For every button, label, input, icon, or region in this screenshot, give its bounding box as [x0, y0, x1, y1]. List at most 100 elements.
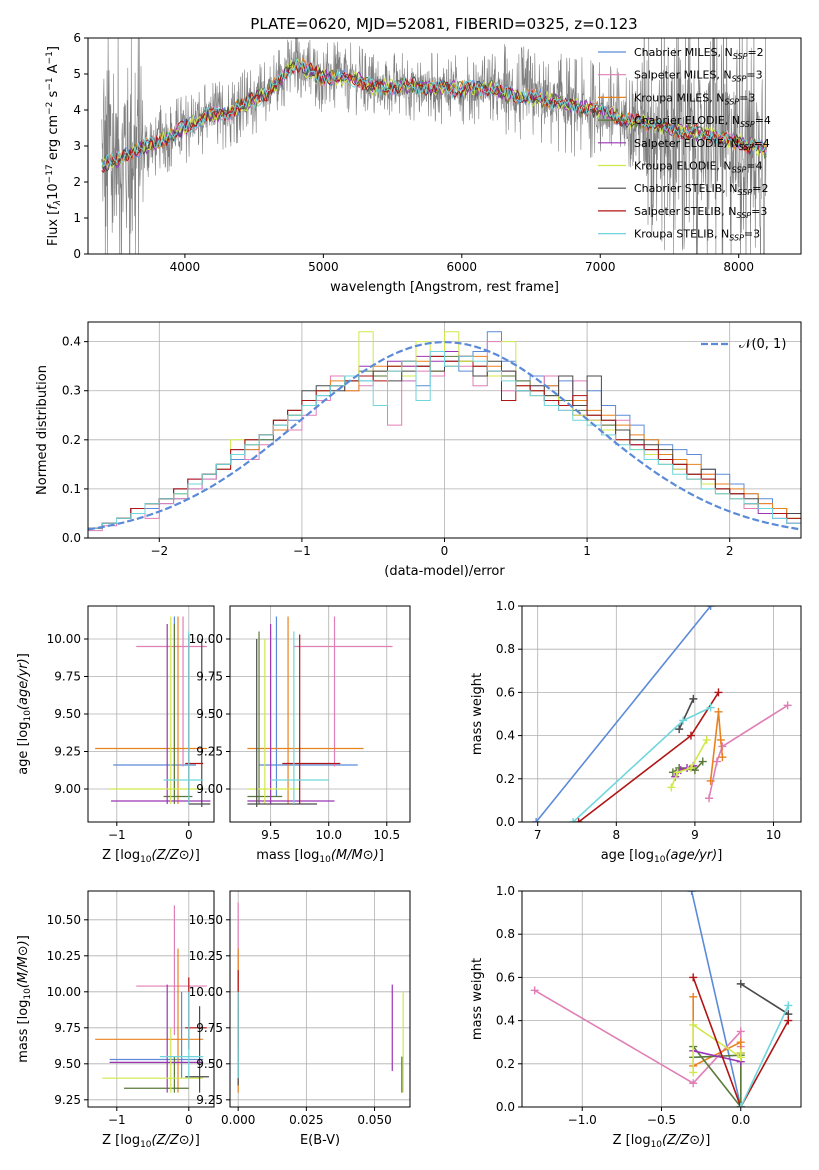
x-tick-label: 8000 — [723, 260, 754, 274]
axes-frame — [87, 37, 802, 255]
weight-marker — [673, 768, 682, 777]
y-axis-label: age [log10(age/yr)] — [16, 653, 33, 775]
x-tick-label: −1.0 — [568, 1113, 597, 1127]
weight-line-0 — [535, 606, 712, 822]
plot-area — [237, 902, 404, 1093]
x-tick-label: 5000 — [308, 260, 339, 274]
plot-area — [530, 891, 793, 1107]
x-tick-label: 2 — [726, 544, 734, 558]
histogram-8 — [88, 351, 801, 538]
weight-marker — [689, 973, 698, 982]
x-axis-label: age [log10(age/yr)] — [601, 848, 723, 865]
model-fit-8 — [101, 58, 767, 167]
x-tick-label: 1 — [583, 544, 591, 558]
plot-area — [88, 331, 801, 538]
weight-marker — [698, 757, 707, 766]
weight-marker — [736, 1049, 745, 1057]
weight-marker — [686, 764, 695, 772]
weight-line-6 — [678, 698, 695, 730]
x-tick-label: 0.050 — [357, 1113, 391, 1127]
weight-marker — [784, 1016, 793, 1025]
y-tick-label: 0.0 — [496, 815, 515, 829]
weight-marker — [784, 1001, 793, 1010]
plot-area — [95, 905, 209, 1093]
y-tick-label: 9.75 — [196, 1021, 223, 1035]
x-tick-label: 9.5 — [261, 828, 280, 842]
figure-title: PLATE=0620, MJD=52081, FIBERID=0325, z=0… — [250, 15, 637, 33]
weight-marker — [736, 1027, 745, 1036]
weight-line-6 — [740, 983, 789, 1015]
panel-weight_vs_Z: −1.0 −0.5 0.0 0.0 0.2 0.4 0.6 0.8 1.0 Z [log10(Z/… — [470, 884, 802, 1150]
x-tick-label: 6000 — [447, 260, 478, 274]
axes-frame — [521, 605, 802, 823]
weight-marker — [530, 986, 539, 995]
model-fit-7 — [101, 60, 767, 174]
y-tick-label: 10.00 — [47, 632, 81, 646]
legend-label: Chabrier MILES, NSSP=2 — [634, 46, 764, 61]
weight-marker — [667, 783, 676, 792]
y-tick-label: 0.6 — [496, 685, 515, 699]
y-tick-label: 0.2 — [496, 772, 515, 786]
legend-label: Salpeter ELODIE, NSSP=4 — [634, 137, 770, 152]
y-tick-label: 10.00 — [189, 985, 223, 999]
x-tick-label: −1 — [108, 1113, 126, 1127]
panel-age_vs_mass: 9.5 10.0 10.5 9.00 9.25 9.50 9.75 10.00 mass [lo… — [189, 605, 411, 865]
y-tick-label: 5 — [73, 67, 81, 81]
weight-marker — [716, 735, 725, 744]
x-tick-label: 0.025 — [289, 1113, 323, 1127]
model-fit-5 — [101, 58, 767, 170]
x-axis-label: Z [log10(Z/Z⊙)] — [102, 848, 200, 865]
axes-frame — [87, 321, 802, 539]
legend-label: Chabrier STELIB, NSSP=2 — [634, 182, 768, 197]
y-tick-label: 1.0 — [496, 599, 515, 613]
legend-label: Kroupa MILES, NSSP=3 — [634, 91, 755, 106]
weight-line-1 — [708, 704, 789, 799]
y-tick-label: 0.0 — [62, 531, 81, 545]
y-tick-label: 10.25 — [189, 949, 223, 963]
legend-label: Kroupa STELIB, NSSP=3 — [634, 228, 760, 243]
weight-marker — [675, 725, 684, 734]
x-axis-label: (data-model)/error — [384, 564, 505, 579]
weight-marker — [574, 818, 583, 822]
y-tick-label: 0.4 — [62, 335, 81, 349]
panel-residuals: −2 −1 0 1 2 0.0 0.1 0.2 0.3 0.4 𝒩(0, 1) (data-model… — [35, 321, 802, 579]
axes-frame — [229, 890, 411, 1108]
weight-line-7 — [692, 977, 790, 1107]
weight-marker — [689, 1068, 698, 1077]
plot-area — [247, 616, 393, 807]
y-axis-label: Flux [fλ10−17 erg cm−2 s−1 A−1] — [45, 46, 63, 246]
weight-marker — [714, 688, 723, 697]
x-tick-label: 0.0 — [731, 1113, 750, 1127]
weight-marker — [686, 731, 695, 740]
y-tick-label: 0.2 — [62, 433, 81, 447]
y-tick-label: 0.8 — [496, 927, 515, 941]
y-tick-label: 9.00 — [196, 782, 223, 796]
y-tick-label: 9.75 — [54, 1021, 81, 1035]
panel-weight_vs_age: 7 8 9 10 0.0 0.2 0.4 0.6 0.8 1.0 age [log10(age/yr… — [470, 599, 802, 865]
panel-mass_vs_Z: −1 0 9.25 9.50 9.75 10.00 10.25 10.50 Z [log10(Z… — [16, 890, 215, 1150]
y-tick-label: 10.00 — [189, 632, 223, 646]
x-tick-label: 0 — [185, 1113, 193, 1127]
y-tick-label: 0.1 — [62, 482, 81, 496]
weight-marker — [569, 818, 578, 822]
weight-line-0 — [690, 891, 742, 1107]
axes-frame — [87, 890, 215, 1108]
y-tick-label: 9.25 — [54, 745, 81, 759]
weight-marker — [736, 1103, 745, 1107]
y-axis-label: mass weight — [470, 673, 485, 755]
x-tick-label: −0.5 — [647, 1113, 676, 1127]
y-tick-label: 0.8 — [496, 642, 515, 656]
x-tick-label: −2 — [150, 544, 168, 558]
x-tick-label: 8 — [612, 828, 620, 842]
y-tick-label: 9.25 — [196, 1093, 223, 1107]
x-tick-label: 10.0 — [315, 828, 342, 842]
y-tick-label: 10.00 — [47, 985, 81, 999]
x-tick-label: −1 — [293, 544, 311, 558]
weight-marker — [706, 703, 715, 712]
y-tick-label: 1 — [73, 211, 81, 225]
axes-frame — [521, 890, 802, 1108]
panel-age_vs_Z: −1 0 9.00 9.25 9.50 9.75 10.00 Z [log10(Z/Z⊙)] a… — [16, 605, 215, 865]
weight-marker — [783, 701, 792, 710]
